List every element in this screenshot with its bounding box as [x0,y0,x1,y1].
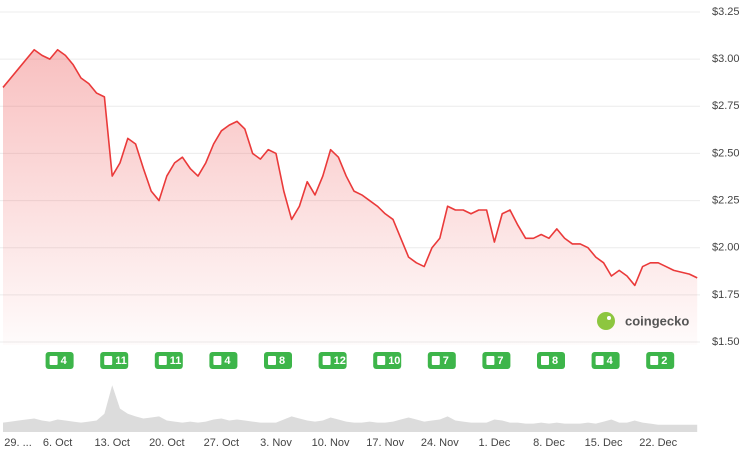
badge-count: 11 [170,355,182,367]
news-badge: 8 [264,352,292,369]
y-tick-label: $2.75 [712,100,740,112]
x-tick-label: 3. Nov [260,437,292,449]
badge-count: 11 [115,355,127,367]
y-tick-label: $3.25 [712,6,740,18]
badge-count: 4 [224,355,231,367]
badge-icon [104,356,113,365]
y-tick-label: $3.00 [712,53,740,65]
badge-icon [49,356,58,365]
news-badge: 10 [373,352,402,369]
x-tick-label: 13. Oct [94,437,129,449]
x-tick-label: 6. Oct [43,437,72,449]
logo-eye [607,316,611,320]
badge-icon [595,356,604,365]
badge-count: 4 [607,355,614,367]
x-tick-label: 20. Oct [149,437,184,449]
volume-area [3,385,698,432]
x-tick-label: 24. Nov [421,437,459,449]
x-tick-label: 22. Dec [639,437,677,449]
badge-count: 8 [552,355,558,367]
news-badge: 11 [154,352,183,369]
price-line [2,48,698,287]
badge-count: 12 [334,355,346,367]
y-tick-label: $2.00 [712,242,740,254]
logo-icon [597,312,615,330]
y-tick-label: $2.50 [712,147,740,159]
news-badge: 7 [427,352,456,369]
badge-count: 7 [443,355,449,367]
news-badge: 7 [482,352,511,369]
news-badge: 8 [537,352,565,369]
news-badge: 4 [209,352,238,369]
badge-count: 4 [61,355,68,367]
news-badge: 2 [646,352,675,369]
badge-icon [158,356,167,365]
badge-icon [322,356,331,365]
news-badge: 4 [591,352,620,369]
x-tick-label: 17. Nov [366,437,404,449]
badge-icon [377,356,386,365]
y-tick-label: $1.50 [712,336,740,348]
badge-count: 8 [279,355,285,367]
y-tick-label: $2.25 [712,194,740,206]
badge-icon [213,356,222,365]
badge-icon [268,356,276,365]
badge-icon [486,356,495,365]
badge-count: 10 [388,355,400,367]
news-badge: 4 [45,352,74,369]
news-badge: 12 [318,352,347,369]
badge-icon [541,356,549,365]
x-tick-label: 27. Oct [204,437,239,449]
badge-icon [431,356,440,365]
x-tick-label: 1. Dec [479,437,511,449]
badge-count: 7 [497,355,503,367]
x-tick-label: 15. Dec [585,437,623,449]
watermark: coingecko [597,312,689,330]
x-tick-label: 8. Dec [533,437,565,449]
x-tick-label: 10. Nov [312,437,350,449]
x-tick-label: 29. ... [4,437,32,449]
badge-count: 2 [661,355,667,367]
news-badge: 11 [100,352,129,369]
badge-icon [650,356,659,365]
logo-text: coingecko [625,313,689,328]
y-tick-label: $1.75 [712,289,740,301]
price-area [3,49,698,345]
